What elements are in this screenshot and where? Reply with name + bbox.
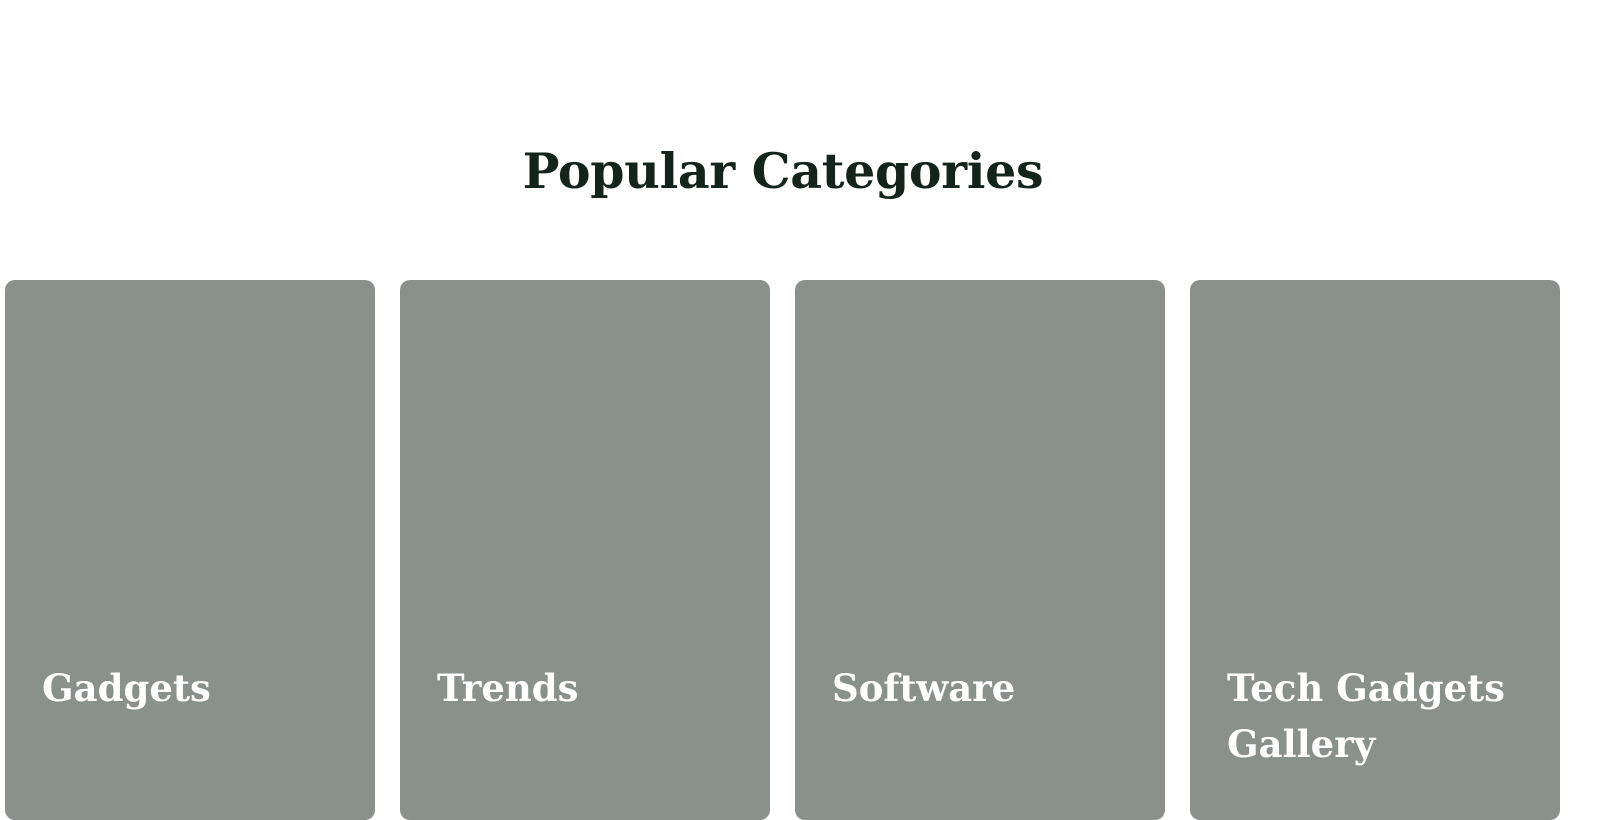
category-card-tech-gadgets-gallery[interactable]: Tech Gadgets Gallery [1190, 280, 1560, 820]
category-card-trends[interactable]: Trends [400, 280, 770, 820]
section-title: Popular Categories [522, 142, 1044, 200]
category-card-software[interactable]: Software [795, 280, 1165, 820]
category-label: Trends [437, 666, 579, 710]
category-label: Tech Gadgets Gallery [1227, 666, 1505, 766]
category-card-gadgets[interactable]: Gadgets [5, 280, 375, 820]
category-label: Software [832, 666, 1016, 710]
category-label: Gadgets [42, 666, 211, 710]
category-grid: Gadgets Trends Software Tech Gadgets Gal… [5, 280, 1560, 820]
